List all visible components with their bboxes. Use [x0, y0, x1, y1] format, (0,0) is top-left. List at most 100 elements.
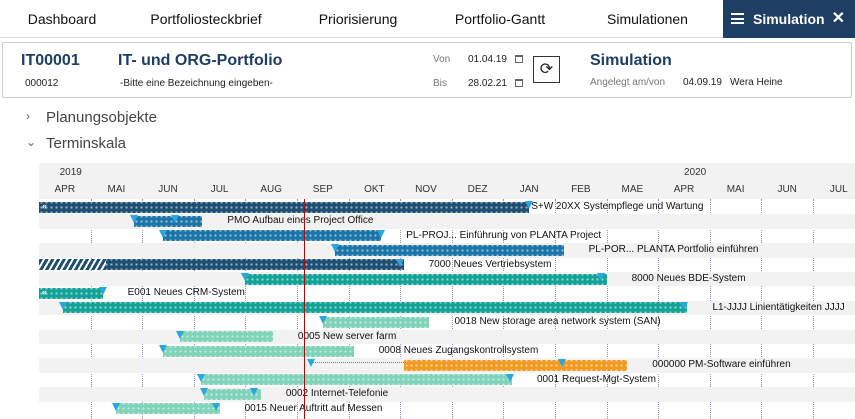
portfolio-description[interactable]: -Bitte eine Bezeichnung eingeben- — [120, 78, 273, 89]
gantt-chart: 2019 2020 APR MAI JUN JUL AUG SEP OKT NOV DEZ JAN FE… — [39, 163, 855, 419]
calendar-icon[interactable] — [515, 79, 523, 87]
gantt-bar[interactable] — [63, 302, 688, 314]
milestone-icon — [98, 287, 107, 296]
gantt-bar[interactable] — [133, 215, 203, 227]
bis-date[interactable]: 28.02.21 — [468, 78, 507, 89]
month-label: JUN — [158, 184, 178, 195]
tab-portfoliosteckbrief[interactable]: Portfoliosteckbrief — [150, 11, 262, 27]
milestone-icon — [330, 244, 339, 253]
milestone-icon — [59, 301, 68, 310]
gantt-bar[interactable] — [180, 331, 273, 343]
tab-simulation-label: Simulation — [753, 11, 825, 27]
double-chevron-left-icon[interactable]: « — [42, 287, 48, 298]
timescale-header: 2019 2020 APR MAI JUN JUL AUG SEP OKT NOV DEZ JAN FE… — [39, 163, 855, 199]
section-label: Terminskala — [46, 135, 127, 152]
created-by: Wera Heine — [730, 77, 783, 88]
gantt-bar-label: PMO Aufbau eines Project Office — [227, 215, 374, 227]
portfolio-title[interactable]: IT- und ORG-Portfolio — [118, 52, 283, 69]
gantt-bar[interactable] — [403, 359, 628, 371]
gantt-bar-label: S+W 20XX Systempflege und Wartung — [531, 201, 704, 212]
section-label: Planungsobjekte — [46, 109, 157, 126]
milestone-icon — [158, 229, 167, 238]
milestone-icon — [525, 201, 534, 209]
month-label: DEZ — [467, 184, 488, 195]
tab-simulation[interactable]: Simulation ✕ — [723, 0, 855, 38]
month-label: APR — [673, 184, 695, 195]
gantt-bar-label: 0001 Request-Mgt-System — [537, 373, 656, 385]
month-label: FEB — [571, 184, 591, 195]
gantt-row[interactable] — [39, 387, 855, 402]
month-label: JUL — [210, 184, 229, 195]
created-label: Angelegt am/von — [590, 77, 666, 88]
milestone-icon — [241, 273, 250, 281]
chevron-down-icon: ⌄ — [26, 135, 37, 149]
portfolio-header: IT00001 000012 IT- und ORG-Portfolio -Bi… — [2, 42, 852, 98]
milestone-icon — [680, 301, 688, 310]
double-chevron-left-icon[interactable]: « — [42, 201, 48, 211]
gantt-bar-label: PL-PROJ... Einführung von PLANTA Project — [406, 229, 602, 241]
month-label: MAE — [621, 184, 644, 195]
gantt-bar-label: 0005 New server farm — [297, 330, 397, 342]
month-label: MAI — [107, 184, 126, 195]
month-label: JUN — [777, 184, 797, 195]
portfolio-sub-id: 000012 — [25, 78, 59, 89]
gantt-bar-label: 0015 Neuer Auftritt auf Messen — [244, 402, 383, 414]
gantt-bar[interactable] — [200, 374, 512, 386]
milestone-icon — [112, 402, 121, 411]
month-label: JAN — [519, 184, 539, 195]
milestone-icon — [377, 229, 386, 238]
gantt-bar-label: E001 Neues CRM-System — [127, 287, 245, 299]
month-label: AUG — [260, 184, 283, 195]
hatched-bar-segment — [39, 259, 107, 271]
top-nav: Dashboard Portfoliosteckbrief Priorisier… — [0, 0, 855, 38]
simulation-title: Simulation — [590, 52, 672, 69]
gantt-bar[interactable] — [39, 259, 404, 271]
gantt-bar[interactable] — [204, 388, 261, 400]
menu-icon[interactable] — [731, 13, 744, 24]
gantt-bar[interactable] — [162, 230, 382, 242]
today-line — [303, 199, 305, 419]
gantt-bar[interactable] — [39, 287, 103, 299]
milestone-icon — [196, 373, 205, 382]
calendar-icon[interactable] — [515, 55, 523, 63]
chevron-right-icon: › — [26, 109, 30, 123]
refresh-icon[interactable]: ⟳ — [533, 56, 560, 83]
gantt-bar[interactable] — [322, 316, 430, 328]
planned-line — [310, 362, 404, 365]
gantt-row[interactable] — [39, 214, 855, 229]
von-date[interactable]: 01.04.19 — [468, 54, 507, 65]
gantt-bar[interactable] — [245, 273, 607, 285]
section-planungsobjekte[interactable]: › Planungsobjekte — [26, 109, 157, 126]
tab-dashboard[interactable]: Dashboard — [27, 11, 97, 27]
month-label: APR — [54, 184, 76, 195]
tab-priorisierung[interactable]: Priorisierung — [318, 11, 398, 27]
gantt-bar[interactable] — [162, 345, 354, 357]
gantt-row[interactable] — [39, 329, 855, 344]
month-label: JUL — [829, 184, 848, 195]
gantt-bar-label: PL-POR... PLANTA Portfolio einführen — [588, 244, 759, 256]
gantt-bar[interactable] — [116, 403, 220, 415]
tab-portfolio-gantt[interactable]: Portfolio-Gantt — [454, 11, 546, 27]
milestone-icon — [250, 388, 258, 397]
milestone-icon — [396, 258, 405, 267]
gantt-bar-label: 000000 PM-Software einführen — [652, 359, 791, 371]
milestone-icon — [597, 273, 606, 281]
tab-simulationen[interactable]: Simulationen — [607, 11, 688, 27]
milestone-icon — [212, 402, 221, 411]
close-icon[interactable]: ✕ — [831, 10, 845, 27]
milestone-icon — [306, 359, 315, 368]
gantt-row[interactable] — [39, 315, 855, 329]
milestone-icon — [200, 388, 209, 397]
section-terminskala[interactable]: ⌄ Terminskala — [26, 135, 127, 152]
gantt-bar[interactable] — [39, 201, 530, 213]
milestone-icon — [506, 373, 515, 382]
gantt-bar[interactable] — [334, 244, 564, 256]
month-label: MAI — [726, 184, 745, 195]
milestone-icon — [129, 215, 138, 224]
created-date: 04.09.19 — [683, 77, 722, 88]
year-label: 2019 — [59, 167, 82, 178]
month-label: NOV — [415, 184, 437, 195]
bis-label: Bis — [433, 78, 447, 89]
milestone-icon — [557, 359, 566, 368]
milestone-icon — [158, 345, 167, 353]
